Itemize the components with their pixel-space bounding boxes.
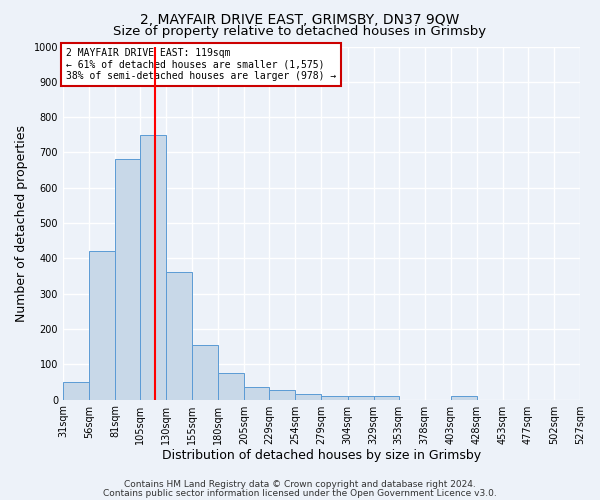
Bar — [166, 272, 192, 400]
Bar — [218, 373, 244, 400]
Bar — [347, 396, 374, 400]
X-axis label: Distribution of detached houses by size in Grimsby: Distribution of detached houses by size … — [162, 450, 481, 462]
Bar — [295, 394, 322, 400]
Bar — [322, 396, 347, 400]
Text: 2, MAYFAIR DRIVE EAST, GRIMSBY, DN37 9QW: 2, MAYFAIR DRIVE EAST, GRIMSBY, DN37 9QW — [140, 12, 460, 26]
Bar — [244, 386, 269, 400]
Bar — [451, 396, 477, 400]
Bar — [269, 390, 295, 400]
Bar — [89, 252, 115, 400]
Text: Contains public sector information licensed under the Open Government Licence v3: Contains public sector information licen… — [103, 488, 497, 498]
Bar — [63, 382, 89, 400]
Bar — [140, 135, 166, 400]
Text: Contains HM Land Registry data © Crown copyright and database right 2024.: Contains HM Land Registry data © Crown c… — [124, 480, 476, 489]
Bar — [374, 396, 398, 400]
Bar — [192, 345, 218, 400]
Bar — [115, 160, 140, 400]
Y-axis label: Number of detached properties: Number of detached properties — [15, 124, 28, 322]
Text: Size of property relative to detached houses in Grimsby: Size of property relative to detached ho… — [113, 25, 487, 38]
Text: 2 MAYFAIR DRIVE EAST: 119sqm
← 61% of detached houses are smaller (1,575)
38% of: 2 MAYFAIR DRIVE EAST: 119sqm ← 61% of de… — [65, 48, 336, 82]
